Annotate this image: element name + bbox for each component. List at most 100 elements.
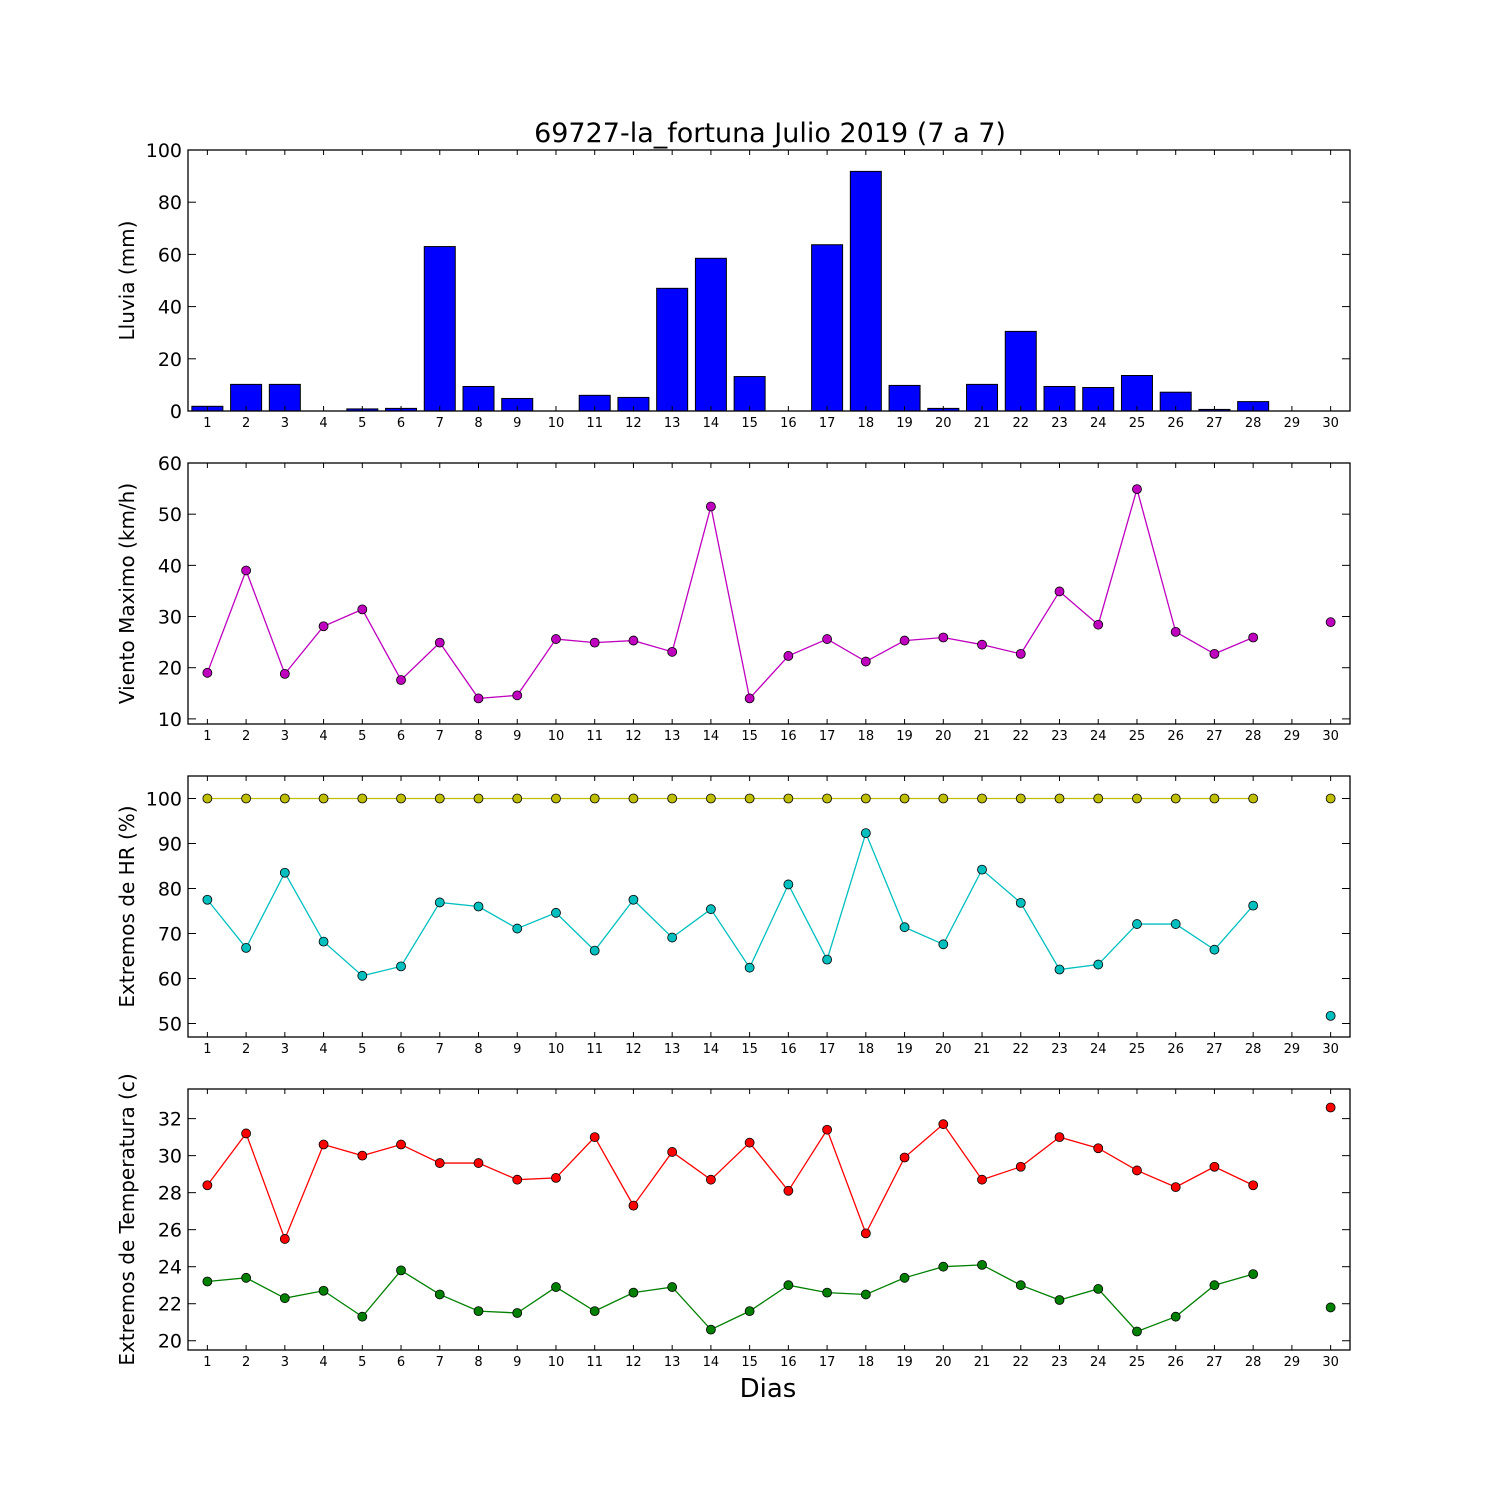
rain-xtick-label-1: 1 [203,416,211,431]
humidity-series-1-point-26 [1170,919,1181,929]
wind-series-0-point-3 [279,668,290,679]
rain-xtick-label-21: 21 [974,416,991,431]
temperature-ytick-label-24: 24 [158,1257,182,1279]
temperature-xtick-label-27: 27 [1206,1355,1223,1370]
bar-day-24 [1082,387,1115,411]
wind-ytick-label-50: 50 [158,504,182,526]
temperature-xtick-label-2: 2 [242,1355,250,1370]
temperature-series-1-point-21 [977,1259,987,1270]
bar-day-2 [230,383,263,411]
temperature-series-0-point-20 [938,1119,949,1130]
wind-xtick-label-14: 14 [703,729,720,744]
temperature-series-0-point-8 [473,1158,484,1168]
humidity-xtick-label-22: 22 [1012,1042,1029,1057]
wind-xtick-label-16: 16 [780,729,797,744]
humidity-xtick-label-26: 26 [1167,1042,1184,1057]
wind-xtick-label-26: 26 [1167,729,1184,744]
rain-xtick-label-7: 7 [436,416,444,431]
wind-series-0-point-22 [1015,648,1026,659]
humidity-series-0-point-2 [241,793,252,804]
temperature-xtick-label-4: 4 [319,1355,327,1370]
humidity-xtick-label-11: 11 [586,1042,603,1057]
wind-series-0-point-6 [396,675,406,685]
wind-series-0-point-9 [512,690,523,701]
temperature-xtick-label-20: 20 [935,1355,952,1370]
humidity-series-0-point-11 [589,793,600,804]
humidity-xtick-label-12: 12 [625,1042,642,1057]
wind-ytick-label-10: 10 [158,709,182,731]
temperature-xtick-label-1: 1 [203,1355,211,1370]
humidity-series-1-point-15 [744,962,755,973]
temperature-series-1-point-4 [318,1285,329,1296]
humidity-series-1-point-13 [667,932,678,943]
rain-ytick-label-40: 40 [158,297,182,319]
humidity-series-0-point-19 [899,793,910,804]
humidity-data [202,793,1336,1021]
wind-series-0-point-17 [822,634,832,644]
temperature-series-1-point-27 [1209,1280,1220,1291]
rain-xtick-label-26: 26 [1167,416,1184,431]
temperature-series-1-point-6 [396,1265,406,1276]
humidity-xtick-label-27: 27 [1206,1042,1223,1057]
temperature-xtick-label-11: 11 [586,1355,603,1370]
temperature-series-1-point-10 [551,1282,561,1292]
humidity-xtick-label-14: 14 [703,1042,720,1057]
wind-xtick-label-20: 20 [935,729,952,744]
temperature-series-0-point-3 [279,1234,290,1244]
humidity-xtick-label-1: 1 [203,1042,211,1057]
wind-series-0-point-14 [706,501,716,512]
rain-xtick-label-12: 12 [625,416,642,431]
wind-series-0-point-30 [1325,617,1336,628]
temperature-xtick-label-25: 25 [1129,1355,1146,1370]
humidity-series-1-point-18 [860,828,871,839]
temperature-series-1-point-12 [628,1287,639,1298]
humidity-series-1-point-30 [1325,1010,1336,1021]
temperature-series-1-point-22 [1015,1280,1026,1291]
temperature-series-0-point-2 [241,1128,252,1139]
humidity-ytick-label-70: 70 [158,924,182,946]
rain-ytick-label-60: 60 [158,244,182,266]
chart-title: 69727-la_fortuna Julio 2019 (7 a 7) [534,118,1006,149]
wind-ytick-label-40: 40 [158,555,182,577]
temperature-series-0-point-19 [899,1152,910,1163]
temperature-series-0-point-13 [667,1147,678,1157]
humidity-series-1-point-5 [357,970,368,981]
humidity-series-0-point-27 [1209,793,1220,804]
wind-series-0-point-2 [241,565,252,576]
humidity-ytick-label-80: 80 [158,879,182,901]
wind-xtick-label-30: 30 [1322,729,1339,744]
humidity-series-1-point-11 [589,945,600,956]
humidity-xtick-label-3: 3 [281,1042,289,1057]
bar-day-18 [849,170,882,411]
humidity-series-0-point-1 [202,793,213,804]
wind-series-0-point-16 [783,651,794,661]
temperature-series-1-point-15 [744,1306,755,1317]
wind-axes-frame [187,462,1351,725]
wind-series-0-point-25 [1132,484,1142,495]
temperature-ytick-label-26: 26 [158,1220,182,1242]
humidity-ytick-label-100: 100 [146,789,182,811]
temperature-xtick-label-3: 3 [281,1355,289,1370]
humidity-series-0-point-9 [512,793,523,804]
temperature-series-1-line-0 [207,1264,1254,1333]
wind-series-0-point-18 [860,656,871,667]
rain-xtick-label-4: 4 [319,416,327,431]
humidity-panel: 1 2 3 4 5 6 7 8 9 10 11 12 13 14 15 16 17 18 19 20 21 22 23 24 2… [115,775,1351,1057]
humidity-series-1-point-16 [783,879,794,890]
rain-panel: 1 2 3 4 5 6 7 8 9 10 11 12 13 14 15 16 17 18 19 20 21 22 23 24 2… [115,140,1351,431]
humidity-series-1-point-17 [822,954,832,965]
humidity-xtick-label-2: 2 [242,1042,250,1057]
humidity-series-0-point-6 [396,793,406,804]
temperature-series-0-point-30 [1325,1102,1336,1113]
humidity-series-1-point-28 [1248,900,1259,911]
humidity-series-0-point-16 [783,793,794,804]
bar-day-7 [423,246,456,411]
humidity-series-0-point-15 [744,793,755,804]
rain-xtick-label-10: 10 [548,416,565,431]
humidity-series-0-point-22 [1015,793,1026,804]
wind-series-0-point-5 [357,604,368,615]
wind-panel: 1 2 3 4 5 6 7 8 9 10 11 12 13 14 15 16 17 18 19 20 21 22 23 24 2… [115,453,1351,744]
wind-xtick-label-15: 15 [741,729,758,744]
temperature-series-0-point-10 [551,1172,561,1183]
humidity-xtick-label-24: 24 [1090,1042,1107,1057]
